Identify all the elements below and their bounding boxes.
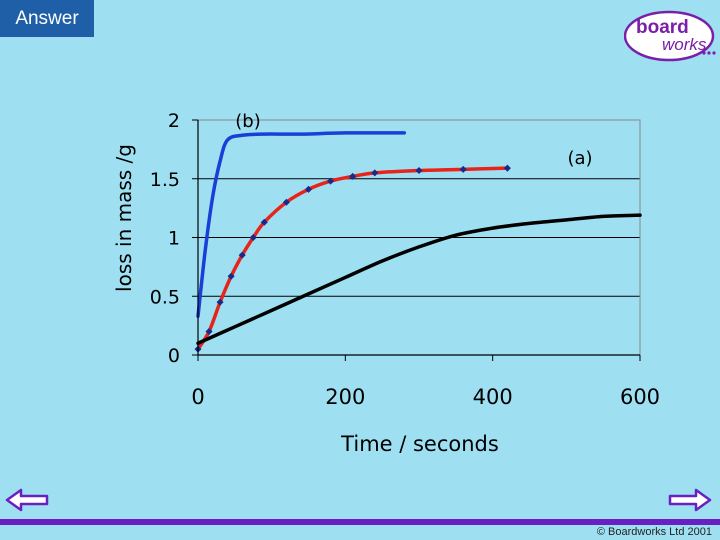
- data-point-1-7: [282, 198, 290, 206]
- x-tick-label: 200: [325, 385, 365, 409]
- y-tick-label: 1.5: [150, 169, 180, 191]
- data-point-1-14: [503, 164, 511, 172]
- data-point-1-8: [304, 185, 313, 193]
- y-tick-label: 0: [168, 345, 180, 367]
- copyright-text: © Boardworks Ltd 2001: [596, 526, 712, 538]
- chart-grid: [198, 119, 640, 297]
- logo-text-works: works: [662, 35, 707, 54]
- previous-arrow-icon[interactable]: [5, 488, 49, 512]
- series-label-a: (a): [567, 148, 592, 169]
- chart-ticks: 0 0.5 1 1.5 2 0 200 400 600: [150, 110, 660, 409]
- next-arrow-icon[interactable]: [668, 488, 712, 512]
- answer-button[interactable]: Answer: [0, 0, 94, 37]
- y-axis-label: loss in mass /g: [112, 144, 136, 292]
- y-tick-label: 1: [168, 228, 180, 250]
- data-point-1-9: [327, 177, 335, 185]
- x-tick-label: 600: [620, 385, 660, 409]
- data-point-1-1: [205, 327, 213, 336]
- x-tick-label: 400: [473, 385, 513, 409]
- data-point-1-11: [371, 169, 379, 177]
- x-tick-label: 0: [191, 385, 204, 409]
- data-point-1-4: [238, 251, 246, 259]
- x-axis-label: Time / seconds: [340, 432, 499, 456]
- boardworks-logo: board works: [624, 10, 716, 62]
- y-tick-label: 0.5: [150, 286, 180, 308]
- data-point-1-10: [349, 172, 357, 180]
- series-line-0: [196, 131, 407, 318]
- series-label-b: (b): [235, 111, 260, 132]
- data-point-1-12: [415, 166, 423, 175]
- series-line-2: [196, 213, 642, 345]
- data-point-1-6: [260, 218, 268, 226]
- chart-series: [194, 131, 642, 353]
- footer-bar: [0, 519, 720, 525]
- data-point-1-13: [459, 165, 467, 173]
- logo-text-board: board: [636, 17, 689, 38]
- y-tick-label: 2: [168, 110, 180, 132]
- data-point-1-2: [216, 298, 224, 306]
- data-point-1-3: [227, 272, 235, 280]
- data-point-1-5: [249, 233, 257, 242]
